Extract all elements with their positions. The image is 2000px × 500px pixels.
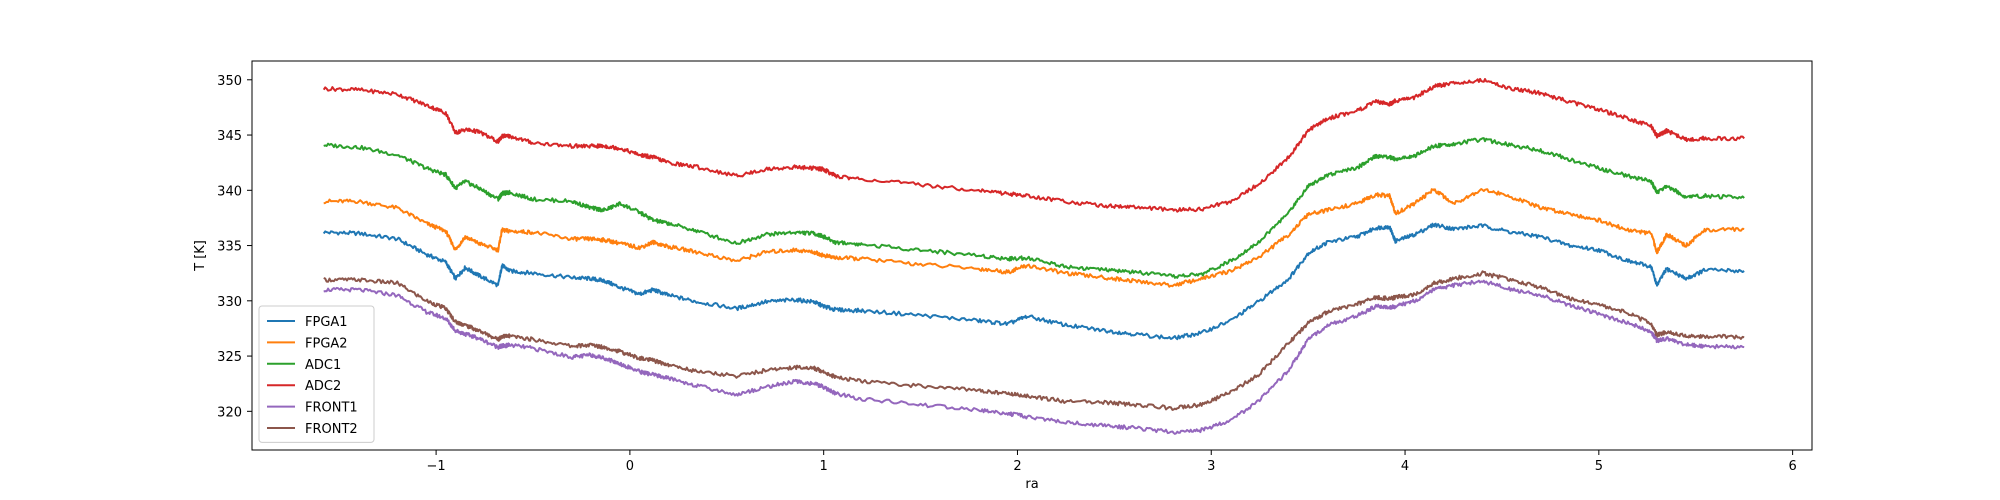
x-tick-label: 6	[1788, 459, 1796, 474]
series-layer	[322, 77, 1745, 435]
series-line-adc2	[322, 77, 1745, 213]
series-line-adc1	[323, 137, 1745, 279]
x-tick-label: 4	[1401, 459, 1409, 474]
x-axis-label: ra	[1025, 477, 1038, 492]
legend-label-front2: FRONT2	[305, 422, 358, 437]
legend-label-front1: FRONT1	[305, 401, 358, 416]
y-tick-label: 350	[217, 74, 242, 89]
y-tick-label: 330	[217, 295, 242, 310]
x-tick-label: −1	[427, 459, 446, 474]
series-line-fpga1	[322, 222, 1745, 341]
legend-label-fpga1: FPGA1	[305, 315, 348, 330]
legend-label-adc2: ADC2	[305, 379, 341, 394]
legend-label-fpga2: FPGA2	[305, 336, 348, 351]
y-tick-label: 335	[217, 240, 242, 255]
y-axis-label: T [K]	[193, 240, 208, 272]
x-tick-label: 1	[820, 459, 828, 474]
y-tick-label: 320	[217, 405, 242, 420]
y-tick-label: 340	[217, 184, 242, 199]
y-tick-label: 325	[217, 350, 242, 365]
plot-frame	[251, 60, 1813, 451]
x-tick-label: 5	[1595, 459, 1603, 474]
series-line-fpga2	[323, 188, 1745, 288]
legend: FPGA1 FPGA2 ADC1 ADC2 FRONT1 FRONT2	[258, 305, 375, 443]
series-line-front1	[323, 279, 1745, 435]
x-tick-label: 2	[1013, 459, 1021, 474]
x-tick-label: 0	[626, 459, 634, 474]
x-tick-label: 3	[1207, 459, 1215, 474]
legend-label-adc1: ADC1	[305, 358, 341, 373]
series-line-front2	[323, 270, 1745, 411]
y-tick-label: 345	[217, 129, 242, 144]
legend-box	[258, 305, 375, 443]
